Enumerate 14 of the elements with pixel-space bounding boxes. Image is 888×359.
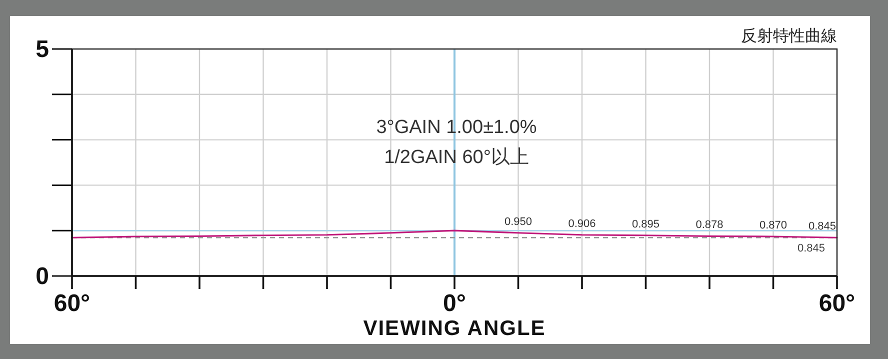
x-tick-label: 60° <box>54 290 90 317</box>
y-tick-label: 0 <box>36 263 49 290</box>
chart-title: 反射特性曲線 <box>741 27 837 45</box>
y-tick-label: 5 <box>36 36 49 63</box>
data-label: 0.870 <box>759 220 788 232</box>
data-label: 0.878 <box>696 219 724 232</box>
data-label: 0.950 <box>504 216 532 228</box>
ref-line-label: 0.845 <box>797 242 825 255</box>
x-tick-label: 60° <box>818 290 856 317</box>
x-tick-label: 0° <box>443 290 466 317</box>
data-label: 0.895 <box>632 218 660 230</box>
data-label: 0.906 <box>568 218 596 230</box>
data-label: 0.845 <box>808 220 836 233</box>
x-axis-title: VIEWING ANGLE <box>363 317 546 340</box>
